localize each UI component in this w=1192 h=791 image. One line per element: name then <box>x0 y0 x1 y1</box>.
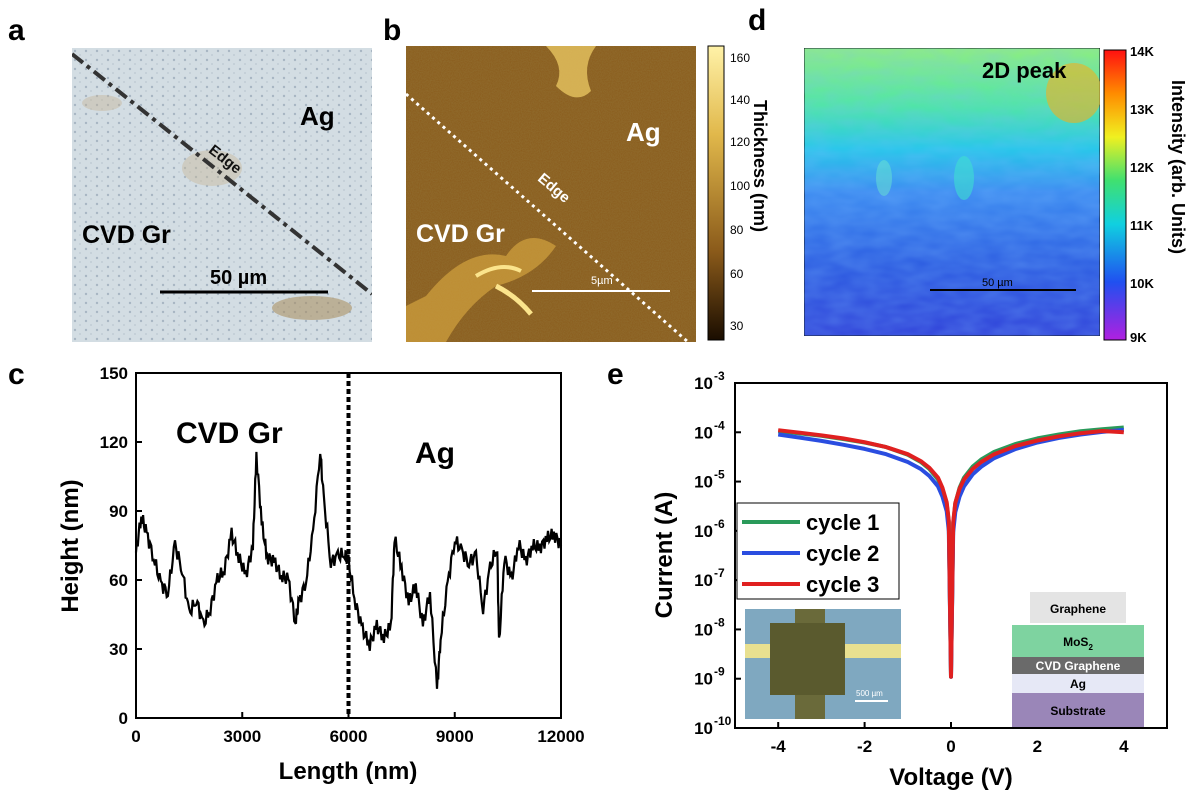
x-tick-label: -2 <box>857 737 872 756</box>
y-tick-label: 10 <box>694 522 713 541</box>
panel-a-optical-image: Ag Edge CVD Gr 50 µm <box>72 48 372 342</box>
panel-c-height-chart: 0 3000 6000 9000 12000 0 30 60 90 120 150 CVD Gr A… <box>50 365 610 791</box>
panel-letter-d: d <box>748 4 766 38</box>
y-tick-exponent: -8 <box>714 615 725 629</box>
cb-tick-11k: 11K <box>1130 218 1154 233</box>
y-tick-label: 90 <box>109 502 128 521</box>
y-tick-label: 10 <box>694 620 713 639</box>
cb-tick-30: 30 <box>730 319 744 333</box>
y-tick-exponent: -5 <box>714 468 725 482</box>
y-tick-exponent: -7 <box>714 566 725 580</box>
cb-tick-100: 100 <box>730 179 750 193</box>
x-tick-label: 0 <box>131 727 140 746</box>
cb-title: Intensity (arb. Units) <box>1168 80 1188 254</box>
panel-e-iv-chart: -4 -2 0 2 410-1010-910-810-710-610-510-410-3… <box>630 365 1192 791</box>
panel-letter-a: a <box>8 14 25 48</box>
cb-tick-140: 140 <box>730 93 750 107</box>
panel-d-colorbar: 14K 13K 12K 11K 10K 9K Intensity (arb. U… <box>1100 42 1192 346</box>
layer-substrate: Substrate <box>1050 704 1106 718</box>
y-tick-label: 120 <box>100 433 128 452</box>
y-tick-label: 10 <box>694 670 713 689</box>
panel-b-afm-image: Ag Edge CVD Gr 5µm <box>406 46 696 342</box>
cb-title: Thickness (nm) <box>750 100 770 232</box>
x-tick-label: 2 <box>1033 737 1042 756</box>
panel-d-raman-map: 2D peak 50 µm <box>804 48 1100 336</box>
panel-b-colorbar: 160 140 120 100 80 60 30 Thickness (nm) <box>700 44 778 344</box>
y-tick-exponent: -10 <box>714 714 732 728</box>
y-tick-label: 60 <box>109 571 128 590</box>
layer-ag: Ag <box>1070 677 1086 691</box>
x-tick-label: 6000 <box>330 727 368 746</box>
y-tick-label: 10 <box>694 719 713 738</box>
y-axis-label: Current (A) <box>651 492 678 619</box>
layer-cvd-graphene: CVD Graphene <box>1036 659 1121 673</box>
x-tick-label: 3000 <box>223 727 261 746</box>
panel-letter-b: b <box>383 14 401 48</box>
x-axis-label: Voltage (V) <box>889 764 1013 791</box>
cb-tick-14k: 14K <box>1130 44 1154 59</box>
label-ag: Ag <box>626 117 661 147</box>
label-cvd-gr: CVD Gr <box>416 220 505 248</box>
scale-label: 5µm <box>591 275 613 287</box>
y-tick-label: 10 <box>694 473 713 492</box>
legend-label-cycle3: cycle 3 <box>806 572 879 597</box>
legend-label-cycle2: cycle 2 <box>806 541 879 566</box>
legend-label-cycle1: cycle 1 <box>806 510 879 535</box>
y-tick-exponent: -6 <box>714 517 725 531</box>
y-tick-label: 30 <box>109 640 128 659</box>
x-tick-label: 12000 <box>537 727 584 746</box>
x-axis-label: Length (nm) <box>279 758 418 785</box>
y-axis-label: Height (nm) <box>57 479 84 612</box>
layer-graphene: Graphene <box>1050 602 1106 616</box>
y-tick-exponent: -4 <box>714 418 725 432</box>
device-layer-stack: Graphene MoS2 CVD Graphene Ag Substrate <box>1012 592 1144 727</box>
y-tick-exponent: -9 <box>714 665 725 679</box>
y-tick-label: 10 <box>694 571 713 590</box>
annotation-ag: Ag <box>415 437 455 470</box>
scale-label: 50 µm <box>210 267 267 289</box>
x-tick-label: 4 <box>1119 737 1129 756</box>
y-tick-label: 0 <box>119 709 128 728</box>
cb-tick-60: 60 <box>730 267 744 281</box>
label-2d-peak: 2D peak <box>982 58 1067 83</box>
cb-tick-12k: 12K <box>1130 160 1154 175</box>
y-tick-label: 10 <box>694 374 713 393</box>
y-tick-label: 10 <box>694 423 713 442</box>
x-tick-label: -4 <box>771 737 787 756</box>
scale-label: 50 µm <box>982 277 1013 289</box>
y-tick-exponent: -3 <box>714 369 725 383</box>
inset-device-micrograph: 500 µm <box>745 609 901 719</box>
x-tick-label: 9000 <box>436 727 474 746</box>
cb-tick-80: 80 <box>730 223 744 237</box>
cb-tick-9k: 9K <box>1130 330 1147 345</box>
cb-tick-120: 120 <box>730 135 750 149</box>
label-cvd-gr: CVD Gr <box>82 221 171 249</box>
cb-tick-13k: 13K <box>1130 102 1154 117</box>
panel-letter-c: c <box>8 358 25 392</box>
label-ag: Ag <box>300 101 335 131</box>
annotation-cvd-gr: CVD Gr <box>176 417 283 450</box>
cb-tick-10k: 10K <box>1130 276 1154 291</box>
y-tick-label: 150 <box>100 365 128 383</box>
inset-scale-label: 500 µm <box>856 689 883 698</box>
legend: cycle 1 cycle 2 cycle 3 <box>737 503 899 599</box>
cb-tick-160: 160 <box>730 51 750 65</box>
x-tick-label: 0 <box>946 737 955 756</box>
